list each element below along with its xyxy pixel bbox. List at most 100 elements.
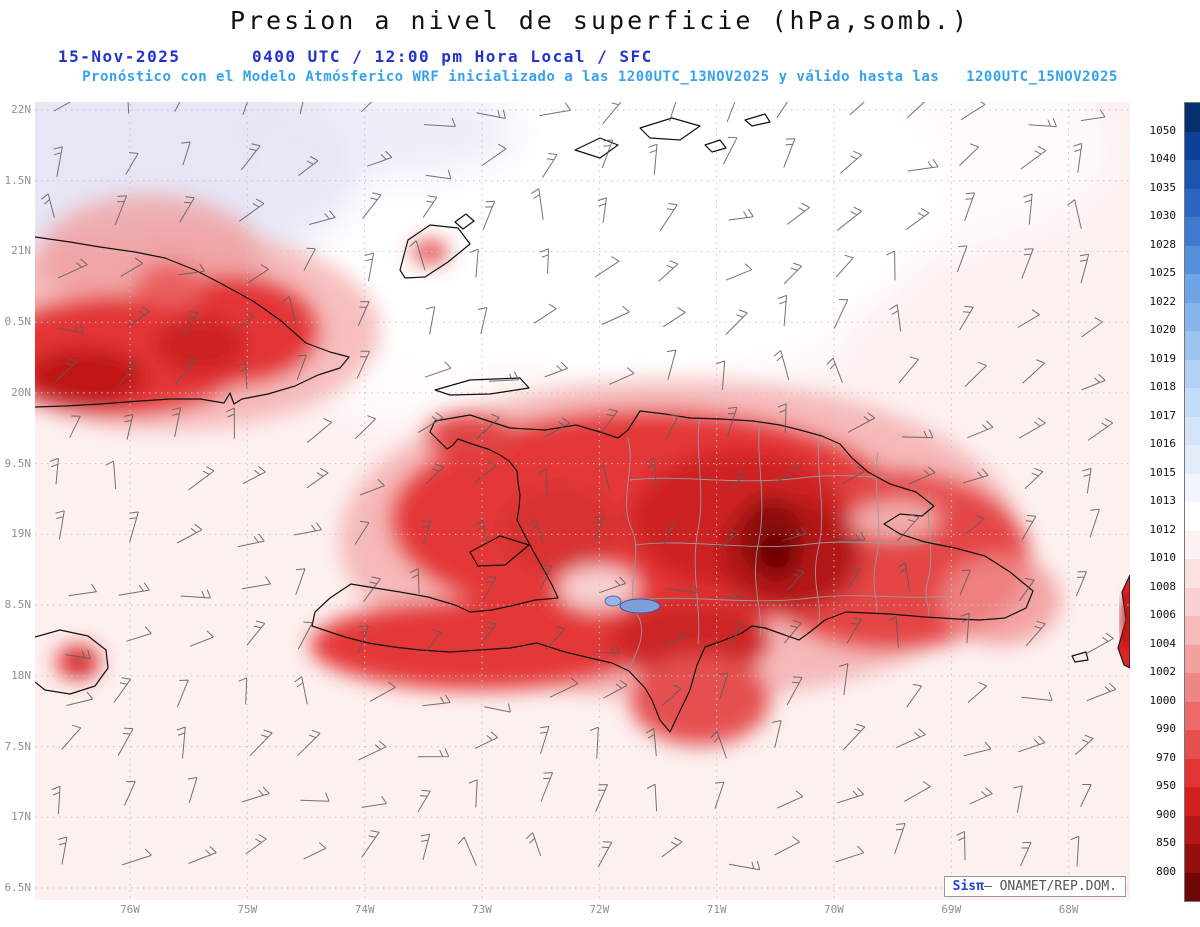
puerto-rico-edge <box>1117 574 1130 669</box>
wind-barb <box>849 102 865 116</box>
colorbar-segment <box>1185 758 1200 787</box>
wind-barb <box>969 787 993 805</box>
wind-barb <box>249 729 273 757</box>
wind-barb <box>476 109 506 119</box>
colorbar-segment <box>1185 872 1200 901</box>
map-canvas: Sisπ– ONAMET/REP.DOM. <box>35 102 1130 900</box>
wind-barb <box>481 143 507 166</box>
wind-barb <box>1022 359 1045 384</box>
wind-barb <box>482 200 496 230</box>
wind-barb <box>488 371 520 382</box>
wind-barb <box>176 523 203 544</box>
lon-label: 69W <box>941 903 962 916</box>
wind-barb <box>179 196 195 223</box>
wind-barb <box>728 860 761 871</box>
wind-barb <box>409 240 426 271</box>
colorbar-segment <box>1185 388 1200 417</box>
wind-barb <box>959 143 979 166</box>
wind-barb <box>355 415 377 439</box>
wind-barb <box>594 644 621 654</box>
colorbar-tick-label: 1019 <box>1149 351 1177 365</box>
wind-barb <box>120 257 144 277</box>
wind-barb <box>907 158 939 172</box>
wind-barb <box>297 729 321 757</box>
lat-label: 21N <box>11 244 31 258</box>
wind-barb <box>181 141 191 166</box>
wind-barb <box>1085 632 1114 655</box>
wind-barb <box>905 207 930 231</box>
lon-label: 75W <box>237 903 258 916</box>
wind-barb <box>600 408 618 434</box>
wind-barb <box>53 146 63 177</box>
wind-barb <box>417 789 431 813</box>
lat-label: 22N <box>11 103 31 116</box>
wind-barb <box>242 576 272 590</box>
wind-barb <box>237 362 248 389</box>
wind-barb <box>895 728 926 749</box>
wind-barb <box>477 307 488 335</box>
wind-barb <box>298 156 319 176</box>
wind-barb <box>777 790 804 809</box>
wind-barb <box>967 681 988 703</box>
lon-label: 74W <box>354 903 375 916</box>
wind-barb <box>1025 620 1046 647</box>
wind-barb <box>1021 691 1053 701</box>
wind-barb <box>299 102 304 115</box>
colorbar-tick-label: 1020 <box>1149 323 1177 336</box>
wind-barb <box>539 102 572 117</box>
wind-barb <box>545 625 566 650</box>
wind-barb <box>597 841 613 868</box>
wind-barb <box>246 620 266 646</box>
lon-label: 70W <box>824 903 844 916</box>
wind-barb <box>540 772 554 802</box>
wind-barb <box>1081 373 1106 391</box>
wind-barb <box>594 256 620 278</box>
wind-barb <box>826 357 843 383</box>
colorbar-tick-label: 1035 <box>1149 180 1177 194</box>
colorbar-tick-label: 1008 <box>1149 579 1177 593</box>
wind-barb <box>457 836 477 866</box>
wind-barb <box>667 349 677 380</box>
wind-barb <box>906 102 926 119</box>
wind-barb <box>188 466 215 491</box>
colorbar-tick-label: 1015 <box>1149 465 1177 479</box>
colorbar-tick-label: 1018 <box>1149 380 1177 393</box>
colorbar-segment <box>1185 103 1200 132</box>
colorbar-tick-label: 1012 <box>1149 522 1177 536</box>
wind-barb <box>544 417 570 438</box>
wind-barb <box>539 564 553 590</box>
wind-barb <box>728 470 747 492</box>
wind-barb <box>959 305 974 331</box>
colorbar-segment <box>1185 730 1200 759</box>
wind-barb <box>786 568 804 591</box>
wind-barb <box>786 676 803 706</box>
wind-barb <box>908 466 936 485</box>
wind-barb <box>409 568 420 594</box>
wind-barb <box>1023 193 1033 225</box>
colorbar-tick-label: 1040 <box>1149 152 1177 165</box>
wind-barb <box>964 361 987 387</box>
wind-barb <box>835 254 854 278</box>
wind-barb <box>475 413 500 440</box>
wind-barb <box>846 617 862 644</box>
wind-barb <box>648 143 658 175</box>
wind-barb <box>836 206 863 231</box>
wind-barb <box>105 460 117 490</box>
wind-barb <box>727 406 738 437</box>
colorbar-segment <box>1185 787 1200 816</box>
wind-barb <box>367 150 393 167</box>
wind-barb <box>424 361 452 378</box>
wind-barb <box>963 741 992 757</box>
wind-barb <box>474 461 497 484</box>
wind-barb <box>1086 682 1117 702</box>
wind-barb <box>541 152 558 178</box>
wind-barb <box>361 830 380 858</box>
wind-barb <box>425 306 436 335</box>
wind-barb <box>777 294 788 326</box>
wind-barb <box>727 622 745 649</box>
wind-barb <box>840 150 862 174</box>
wind-barb <box>595 784 609 812</box>
wind-barb <box>784 620 802 644</box>
wind-barb <box>1089 508 1100 538</box>
pressure-field <box>35 195 1060 745</box>
